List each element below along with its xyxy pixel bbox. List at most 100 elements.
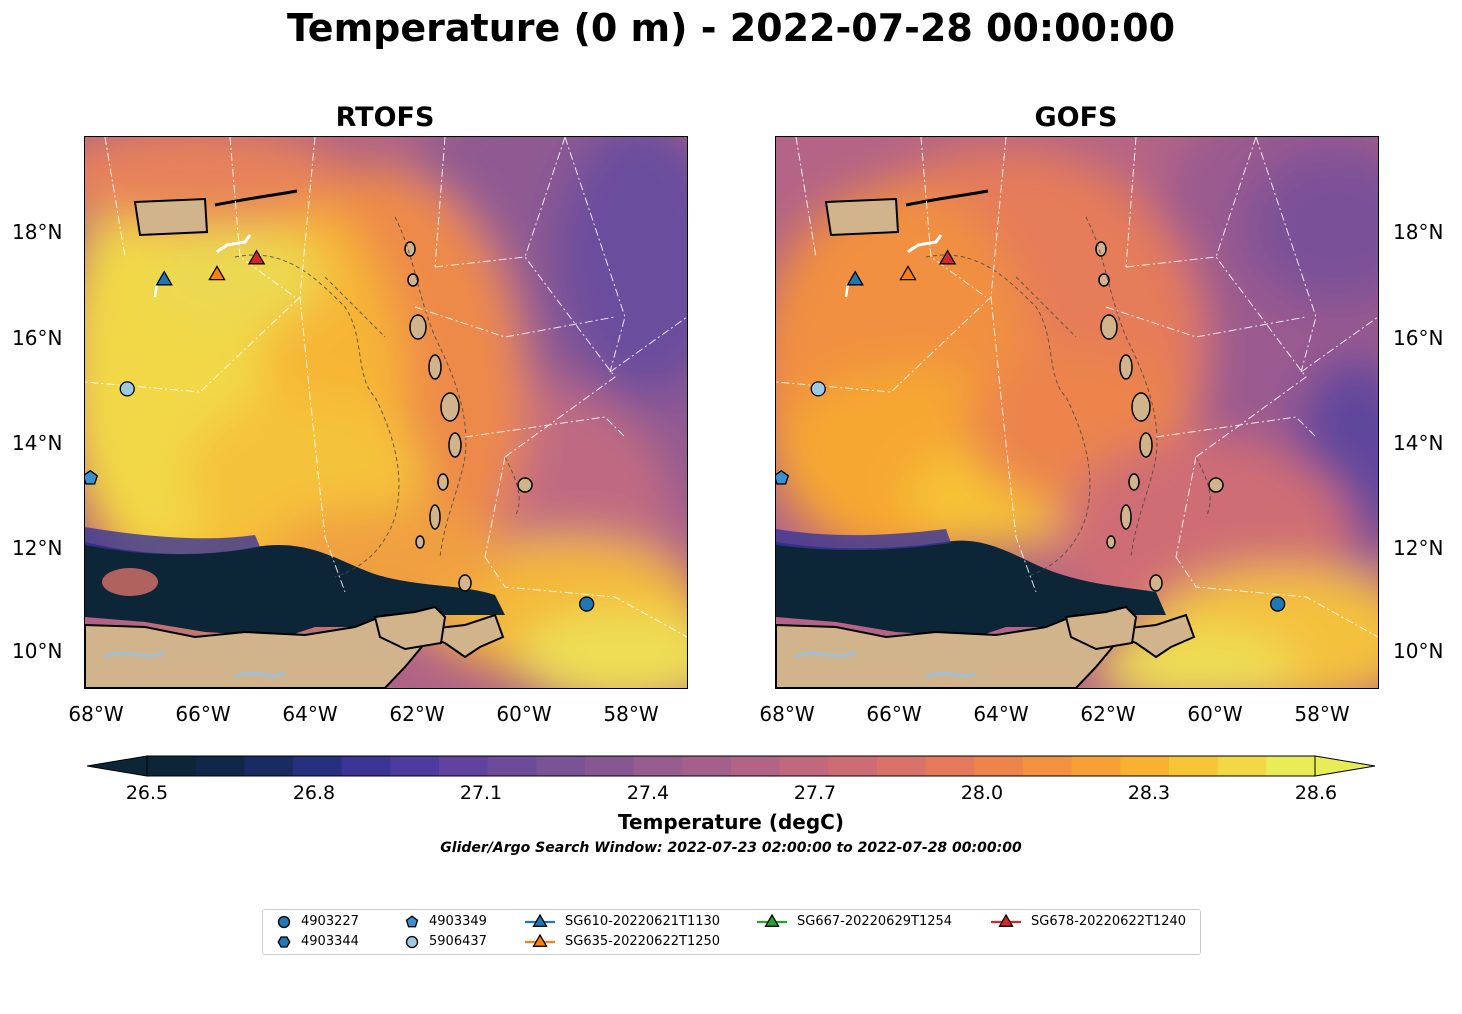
legend-label: 4903349 xyxy=(429,914,487,929)
colorbar-tick-label: 28.6 xyxy=(1294,782,1338,804)
lon-label-gofs: 58°W xyxy=(1294,702,1350,726)
legend: 4903227 4903344 4903349 5906437 SG610-202206… xyxy=(262,909,1201,955)
observation-triangle-marker xyxy=(155,270,173,286)
bathymetry-contours xyxy=(925,216,1211,578)
colorbar-segment xyxy=(293,756,343,776)
lon-label-rtofs: 60°W xyxy=(496,702,552,726)
legend-marker-icon xyxy=(757,913,787,927)
lon-label-gofs: 60°W xyxy=(1187,702,1243,726)
lon-label-rtofs: 58°W xyxy=(603,702,659,726)
puerto-rico-land xyxy=(133,197,209,237)
gofs-map-svg xyxy=(776,137,1378,688)
puerto-rico-land xyxy=(824,197,900,237)
lat-label-left: 10°N xyxy=(12,639,63,663)
observation-markers xyxy=(85,249,595,612)
trinidad-land xyxy=(373,605,447,651)
legend-label: 5906437 xyxy=(429,934,487,949)
map-panel-gofs xyxy=(775,136,1379,689)
observation-triangle-marker xyxy=(846,270,864,286)
cool-water-region xyxy=(776,540,1166,637)
colorbar-segment xyxy=(1071,756,1121,776)
legend-label: 4903344 xyxy=(301,934,359,949)
observation-markers xyxy=(776,249,1286,612)
colorbar-segment xyxy=(244,756,294,776)
colorbar-segment xyxy=(1266,756,1316,776)
colorbar-segment xyxy=(487,756,537,776)
legend-label: SG610-20220621T1130 xyxy=(565,914,721,929)
lat-label-left: 12°N xyxy=(12,536,63,560)
lon-label-rtofs: 66°W xyxy=(175,702,231,726)
rtofs-map-svg xyxy=(85,137,687,688)
colorbar-tick-label: 26.8 xyxy=(292,782,336,804)
legend-label: SG667-20220629T1254 xyxy=(797,914,953,929)
colorbar xyxy=(86,755,1376,777)
colorbar-tick-label: 28.0 xyxy=(960,782,1004,804)
colorbar-segment xyxy=(341,756,391,776)
colorbar-segment xyxy=(974,756,1024,776)
bathymetry-contours xyxy=(234,216,520,578)
colorbar-tick-label: 27.7 xyxy=(793,782,837,804)
colorbar-segment xyxy=(779,756,829,776)
colorbar-segment xyxy=(633,756,683,776)
colorbar-segment xyxy=(828,756,878,776)
observation-circle-marker xyxy=(579,596,595,612)
colorbar-segment xyxy=(1023,756,1073,776)
lon-label-gofs: 62°W xyxy=(1080,702,1136,726)
observation-triangle-marker xyxy=(247,249,266,265)
colorbar-segment xyxy=(731,756,781,776)
colorbar-segment xyxy=(1217,756,1267,776)
colorbar-segment xyxy=(439,756,489,776)
search-window-text: Glider/Argo Search Window: 2022-07-23 02… xyxy=(440,840,1022,856)
panel-title-gofs: GOFS xyxy=(1034,102,1118,133)
colorbar-segment xyxy=(147,756,197,776)
observation-triangle-marker xyxy=(208,265,226,281)
eez-boundaries xyxy=(776,137,1378,638)
observation-circle-marker xyxy=(119,381,135,397)
observation-circle-marker xyxy=(1270,596,1286,612)
lon-label-rtofs: 64°W xyxy=(282,702,338,726)
colorbar-segment xyxy=(682,756,732,776)
colorbar-tick-label: 28.3 xyxy=(1127,782,1171,804)
observation-pentagon-marker xyxy=(776,469,790,485)
map-panel-rtofs xyxy=(84,136,688,689)
lon-label-gofs: 66°W xyxy=(866,702,922,726)
panel-title-rtofs: RTOFS xyxy=(335,102,435,133)
observation-circle-marker xyxy=(810,381,826,397)
colorbar-segment xyxy=(877,756,927,776)
colorbar-tick-label: 27.4 xyxy=(626,782,670,804)
observation-triangle-marker xyxy=(938,249,957,265)
legend-marker-icon xyxy=(277,936,291,948)
figure-title: Temperature (0 m) - 2022-07-28 00:00:00 xyxy=(286,6,1176,50)
colorbar-segment xyxy=(536,756,586,776)
colorbar-label: Temperature (degC) xyxy=(618,810,844,834)
legend-marker-icon xyxy=(405,935,419,949)
observation-triangle-marker xyxy=(899,265,917,281)
legend-marker-icon xyxy=(991,913,1021,927)
lat-label-right: 18°N xyxy=(1393,220,1444,244)
lat-label-right: 10°N xyxy=(1393,639,1444,663)
colorbar-segment xyxy=(390,756,440,776)
lon-label-rtofs: 62°W xyxy=(389,702,445,726)
lat-label-left: 18°N xyxy=(12,220,63,244)
colorbar-segment xyxy=(925,756,975,776)
lat-label-right: 14°N xyxy=(1393,431,1444,455)
colorbar-tick-label: 27.1 xyxy=(459,782,503,804)
colorbar-segment xyxy=(1120,756,1170,776)
lat-label-left: 14°N xyxy=(12,431,63,455)
eez-boundaries xyxy=(85,137,687,638)
colorbar-segment xyxy=(1169,756,1219,776)
legend-label: 4903227 xyxy=(301,914,359,929)
lat-label-right: 16°N xyxy=(1393,326,1444,350)
legend-label: SG635-20220622T1250 xyxy=(565,934,721,949)
lesser-antilles xyxy=(1095,241,1224,592)
trinidad-land xyxy=(1064,605,1138,651)
lat-label-right: 12°N xyxy=(1393,536,1444,560)
colorbar-segment xyxy=(585,756,635,776)
legend-marker-icon xyxy=(277,915,291,929)
lon-label-rtofs: 68°W xyxy=(68,702,124,726)
lon-label-gofs: 68°W xyxy=(759,702,815,726)
colorbar-tick-label: 26.5 xyxy=(125,782,169,804)
legend-label: SG678-20220622T1240 xyxy=(1031,914,1187,929)
legend-marker-icon xyxy=(525,913,555,927)
observation-pentagon-marker xyxy=(85,469,99,485)
